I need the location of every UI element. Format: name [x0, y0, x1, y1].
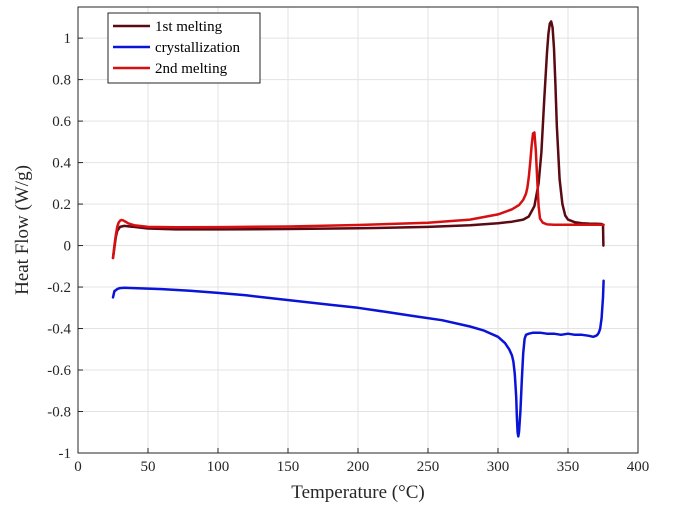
y-tick-label: -0.6 [47, 363, 71, 379]
series-line-1 [111, 279, 605, 438]
x-tick-label: 400 [627, 459, 650, 475]
y-tick-label: -0.2 [47, 280, 71, 296]
series-line-0 [111, 20, 605, 260]
axis-ticks [77, 37, 639, 454]
y-tick-label: -0.4 [47, 322, 71, 338]
x-tick-label: 150 [277, 459, 300, 475]
x-tick-label: 0 [74, 459, 82, 475]
x-tick-label: 200 [347, 459, 370, 475]
y-tick-label: 0.4 [52, 156, 71, 172]
y-tick-label: 0 [64, 239, 72, 255]
x-axis-title: Temperature (°C) [291, 482, 424, 503]
x-tick-label: 300 [487, 459, 510, 475]
legend-label-0: 1st melting [155, 19, 223, 35]
legend-label-2: 2nd melting [155, 61, 228, 77]
tick-labels: 0 50 100 150 200 250 300 350 400 -1 -0.8 -0.6 -0.4 -0… [47, 31, 649, 475]
x-tick-label: 350 [557, 459, 580, 475]
series-line-2 [111, 131, 605, 260]
series-layer [111, 20, 605, 438]
legend-items: 1st melting crystallization 2nd melting [113, 19, 240, 77]
x-tick-label: 50 [141, 459, 156, 475]
y-tick-label: 1 [64, 31, 72, 47]
y-tick-label: 0.8 [52, 73, 71, 89]
y-tick-label: -0.8 [47, 405, 71, 421]
y-tick-label: 0.2 [52, 197, 71, 213]
legend-label-1: crystallization [155, 40, 240, 56]
y-axis-title: Heat Flow (W/g) [12, 165, 33, 295]
x-tick-label: 250 [417, 459, 440, 475]
y-tick-label: -1 [59, 446, 72, 462]
x-tick-label: 100 [207, 459, 230, 475]
legend: 1st melting crystallization 2nd melting [107, 12, 261, 84]
y-tick-label: 0.6 [52, 114, 71, 130]
